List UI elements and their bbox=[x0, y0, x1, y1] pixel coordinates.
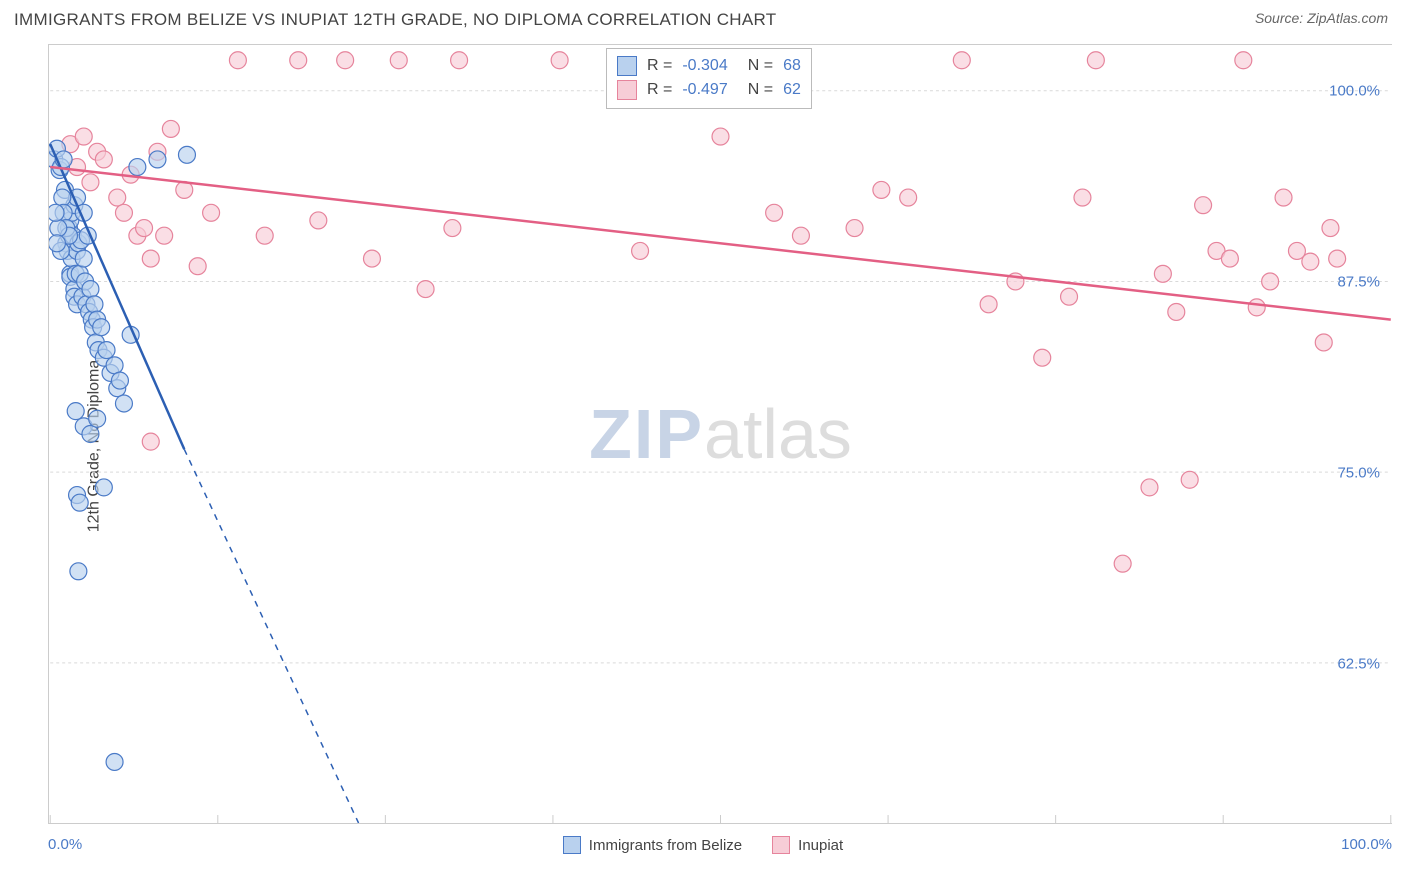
legend-item-belize: Immigrants from Belize bbox=[563, 836, 742, 854]
stats-r-value: -0.304 bbox=[682, 54, 727, 78]
stats-n-label: N = bbox=[748, 54, 773, 78]
legend-item-inupiat: Inupiat bbox=[772, 836, 843, 854]
legend-swatch-belize bbox=[563, 836, 581, 854]
correlation-stats-box: R = -0.304 N = 68 R = -0.497 N = 62 bbox=[606, 48, 812, 109]
scatter-plot-svg bbox=[49, 45, 1392, 823]
y-tick-label: 62.5% bbox=[1337, 656, 1380, 673]
stats-row: R = -0.497 N = 62 bbox=[617, 78, 801, 102]
legend-label-inupiat: Inupiat bbox=[798, 837, 843, 854]
y-tick-label: 75.0% bbox=[1337, 465, 1380, 482]
stats-r-label: R = bbox=[647, 78, 672, 102]
stats-row: R = -0.304 N = 68 bbox=[617, 54, 801, 78]
stats-r-value: -0.497 bbox=[682, 78, 727, 102]
y-tick-label: 87.5% bbox=[1337, 274, 1380, 291]
stats-swatch bbox=[617, 56, 637, 76]
y-tick-label: 100.0% bbox=[1329, 82, 1380, 99]
chart-header: IMMIGRANTS FROM BELIZE VS INUPIAT 12TH G… bbox=[0, 0, 1406, 36]
stats-n-value: 62 bbox=[783, 78, 801, 102]
bottom-legend: Immigrants from Belize Inupiat bbox=[0, 836, 1406, 854]
chart-title: IMMIGRANTS FROM BELIZE VS INUPIAT 12TH G… bbox=[14, 10, 776, 30]
legend-label-belize: Immigrants from Belize bbox=[589, 837, 742, 854]
stats-n-value: 68 bbox=[783, 54, 801, 78]
stats-n-label: N = bbox=[748, 78, 773, 102]
stats-r-label: R = bbox=[647, 54, 672, 78]
stats-swatch bbox=[617, 80, 637, 100]
legend-swatch-inupiat bbox=[772, 836, 790, 854]
chart-plot-area: ZIPatlas R =-0.304N =68R =-0.497N =62 62… bbox=[48, 44, 1392, 824]
source-label: Source: ZipAtlas.com bbox=[1255, 10, 1388, 26]
